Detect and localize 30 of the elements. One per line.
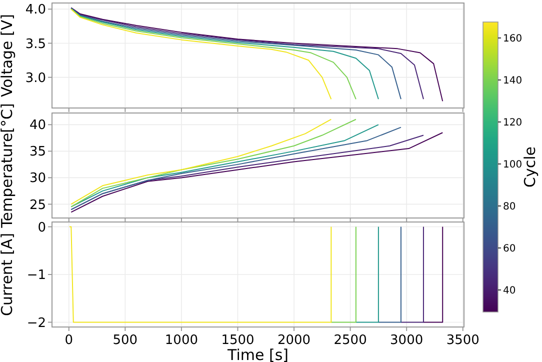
color-bar-label: 40	[503, 285, 516, 296]
y-tick-label: 25	[29, 198, 46, 213]
y-tick-label: 30	[29, 171, 46, 186]
x-tick-label: 1000	[164, 333, 198, 348]
x-tick-label: 500	[112, 333, 138, 348]
x-tick-label: 3500	[446, 333, 480, 348]
color-bar-title: Cycle	[521, 146, 539, 188]
y-tick-label: 4.0	[25, 2, 46, 18]
x-axis-title: Time [s]	[226, 346, 288, 362]
y-tick-label: 3.5	[25, 36, 46, 52]
color-bar-label: 140	[503, 75, 522, 86]
x-tick-label: 2000	[277, 333, 311, 348]
y-tick-label: 40	[29, 118, 46, 134]
y-tick-label: −1	[26, 268, 46, 284]
x-tick-label: 3000	[390, 333, 424, 348]
x-tick-label: 1500	[221, 333, 254, 348]
y-tick-label: 0	[38, 220, 46, 236]
color-bar-label: 100	[503, 159, 522, 170]
x-tick-label: 2500	[334, 333, 367, 348]
color-bar-label: 60	[503, 243, 516, 254]
y-axis-title: Current [A]	[0, 232, 16, 316]
y-tick-label: 35	[29, 144, 46, 160]
color-bar-label: 120	[503, 117, 522, 128]
y-tick-label: 3.0	[25, 70, 46, 86]
x-tick-label: 0	[64, 333, 74, 348]
y-axis-title: Temperature[°C]	[0, 103, 16, 229]
y-axis-title: Voltage [V]	[0, 14, 16, 97]
color-bar-label: 160	[503, 33, 522, 44]
color-bar-label: 80	[503, 201, 516, 212]
y-tick-label: −2	[26, 316, 46, 331]
